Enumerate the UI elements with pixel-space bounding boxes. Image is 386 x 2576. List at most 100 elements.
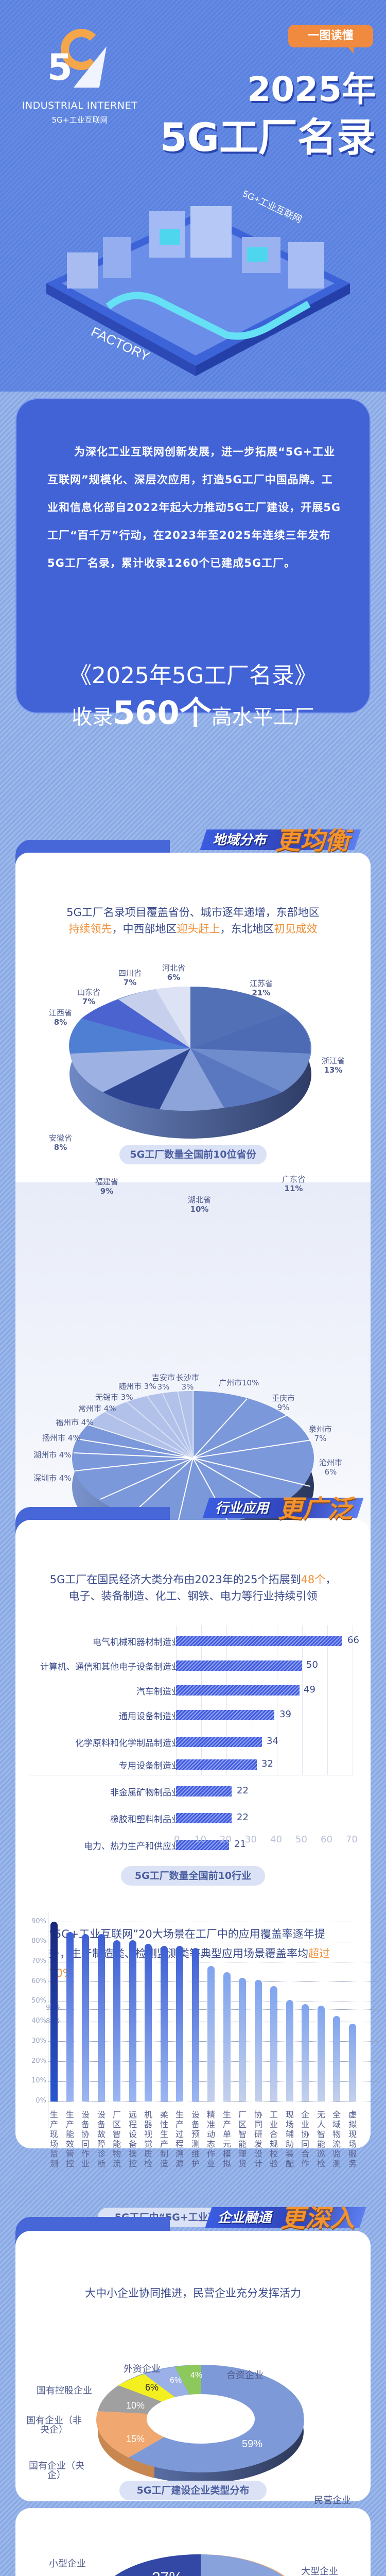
intro-paragraph: 为深化工业互联网创新发展，进一步拓展“5G+工业互联网”规模化、深层次应用，打造… — [47, 446, 341, 569]
pie-label: 常州市 4% — [78, 1404, 116, 1413]
pie-label: 无锡市 3% — [95, 1393, 133, 1402]
chart-caption: 5G工厂建设企业类型分布 — [119, 2481, 267, 2500]
page-title-year: 2025年 — [247, 70, 376, 109]
pie-label: 湖北省 10% — [188, 1195, 212, 1214]
enterprise-scale-panel: 37 36% 27% 大型企业 中型企业 小型企业 5G工厂建设企业规模分布 — [15, 2508, 371, 2576]
pie-label: 湖州市 4% — [33, 1450, 72, 1460]
svg-text:6%: 6% — [145, 2382, 159, 2393]
pie-label: 沧州市 6% — [319, 1458, 343, 1477]
logo-english: INDUSTRIAL INTERNET — [22, 100, 138, 111]
province-pie-chart — [69, 986, 311, 1139]
bar-row: 电气机械和器材制造业 66 — [93, 1635, 359, 1648]
pie-label: 长沙市 3% — [176, 1373, 200, 1392]
pie-label: 河北省 6% — [162, 963, 186, 982]
svg-text:10%: 10% — [126, 2400, 145, 2411]
pie-label: 福州市 4% — [56, 1418, 94, 1427]
column — [349, 2024, 356, 2102]
factory-illustration: FACTORY 5G+工业互联网 — [46, 188, 350, 376]
pie-label: 深圳市 4% — [33, 1473, 72, 1483]
column — [82, 1934, 89, 2102]
donut-label: 小型企业 — [49, 2558, 86, 2569]
chart-caption: 5G工厂数量全国前10位省份 — [119, 1145, 267, 1164]
page-title: 5G工厂名录 — [160, 114, 376, 160]
donut-label: 国有控股企业 — [37, 2385, 92, 2396]
bar-row: 计算机、通信和其他电子设备制造业 50 — [40, 1659, 318, 1672]
bar-row: 非金属矿物制品业 22 — [110, 1785, 249, 1798]
region-panel: 5G工厂名录项目覆盖省份、城市逐年递增，东部地区 持续领先，中西部地区迎头赶上，… — [15, 853, 371, 1595]
intro-card: 为深化工业互联网创新发展，进一步拓展“5G+工业互联网”规模化、深层次应用，打造… — [15, 398, 371, 732]
section-header-industry: 行业应用 更广泛 — [202, 1492, 364, 1523]
logo-mark: 5 — [21, 26, 139, 98]
logo-chinese: 5G+工业互联网 — [51, 115, 108, 125]
pie-label: 江苏省 21% — [250, 979, 273, 997]
svg-text:27%: 27% — [152, 2569, 183, 2576]
column — [50, 1922, 58, 2102]
section-header-region: 地域分布 更均衡 — [200, 823, 361, 855]
pie-label: 广东省 11% — [282, 1175, 306, 1193]
column-labels: 生产现场监测 生产能效管控 设备协同作业 设备故障诊断 厂区智能物流 远程设备操… — [49, 2110, 357, 2168]
donut-label: 合资企业 — [226, 2370, 264, 2381]
donut-label: 外资企业 — [124, 2364, 161, 2375]
industry-subtitle: 5G工厂在国民经济大类分布由2023年的25个拓展到48个， 电子、装备制造、化… — [49, 1573, 337, 1602]
scene-column-chart-body: 90% 80% 70% 60% 50% 40% 30% 20% 10% 0% — [15, 1906, 378, 2112]
column — [223, 1972, 231, 2102]
donut-label: 民营企业 — [314, 2495, 351, 2506]
chart-caption: 5G工厂数量全国前10行业 — [121, 1866, 265, 1886]
pie-label: 江西省 8% — [49, 1008, 73, 1027]
column — [239, 1978, 246, 2102]
enterprise-type-panel: 大中小企业协同推进，民营企业充分发挥活力 59% 15% 10% 6% 6% 4… — [15, 2231, 371, 2505]
column — [333, 2016, 340, 2102]
enterprise-type-donut: 59% 15% 10% 6% 6% 4% — [96, 2365, 304, 2483]
column — [161, 1946, 168, 2102]
column — [145, 1944, 152, 2102]
column — [270, 1986, 277, 2102]
bar-row: 专用设备制造业 32 — [119, 1758, 273, 1771]
pie-label: 泉州市 7% — [309, 1425, 332, 1443]
column — [129, 1940, 136, 2102]
column — [255, 1980, 262, 2102]
pie-label: 福建省 9% — [95, 1177, 119, 1196]
column — [318, 2006, 325, 2102]
enterprise-subtitle: 大中小企业协同推进，民营企业充分发挥活力 — [85, 2287, 301, 2299]
pie-label: 安徽省 8% — [49, 1133, 73, 1152]
intro-headline: 《2025年5G工厂名录》 — [68, 663, 318, 689]
bar-row: 通用设备制造业 39 — [119, 1709, 291, 1722]
donut-label: 国有企业（非央企） — [26, 2415, 82, 2435]
enterprise-scale-donut: 37 36% 27% — [114, 2554, 285, 2576]
tag-badge: 一图读懂 — [288, 25, 373, 54]
intro-subheadline: 收录560个高水平工厂 — [72, 694, 314, 732]
pie-label: 吉安市 3% — [152, 1373, 176, 1392]
column — [302, 2004, 309, 2102]
industry-bar-chart: 电气机械和器材制造业 66 计算机、通信和其他电子设备制造业 50 汽车制造业 49 … — [15, 1625, 371, 1795]
region-subtitle: 5G工厂名录项目覆盖省份、城市逐年递增，东部地区 持续领先，中西部地区迎头赶上，… — [66, 906, 320, 935]
column — [286, 2000, 293, 2102]
pie-label: 扬州市 4% — [42, 1433, 80, 1443]
bar-row: 化学原料和化学制品制造业 34 — [75, 1736, 278, 1749]
column — [207, 1966, 215, 2102]
svg-text:6%: 6% — [170, 2376, 182, 2385]
donut-label: 国有企业（央企） — [29, 2461, 84, 2481]
column — [192, 1948, 199, 2102]
pie-label: 广州市10% — [219, 1378, 259, 1387]
city-pie-chart — [72, 1391, 314, 1556]
logo-number: 5 — [47, 46, 73, 89]
pie-label: 四川省 7% — [118, 969, 142, 987]
svg-text:4%: 4% — [190, 2371, 202, 2380]
svg-text:5G+工业互联网: 5G+工业互联网 — [241, 188, 303, 225]
bar-row: 电力、热力生产和供应业 21 — [84, 1839, 246, 1852]
pie-label: 重庆市 9% — [272, 1394, 295, 1412]
factory-count: 560个 — [113, 694, 212, 732]
donut-label: 大型企业 — [301, 2566, 338, 2576]
pie-label: 浙江省 13% — [322, 1056, 345, 1075]
pie-label: 山东省 7% — [77, 988, 101, 1006]
bar-row: 汽车制造业 49 — [136, 1684, 315, 1697]
column — [113, 1940, 120, 2102]
column — [98, 1934, 105, 2102]
svg-text:15%: 15% — [126, 2434, 145, 2444]
bar-row: 橡胶和塑料制品业 22 — [110, 1812, 249, 1825]
column — [66, 1932, 74, 2102]
column — [176, 1946, 183, 2102]
svg-text:59%: 59% — [242, 2438, 262, 2450]
section-header-enterprise: 企业融通 更深入 — [205, 2201, 366, 2233]
pie-label: 随州市 3% — [118, 1382, 156, 1391]
